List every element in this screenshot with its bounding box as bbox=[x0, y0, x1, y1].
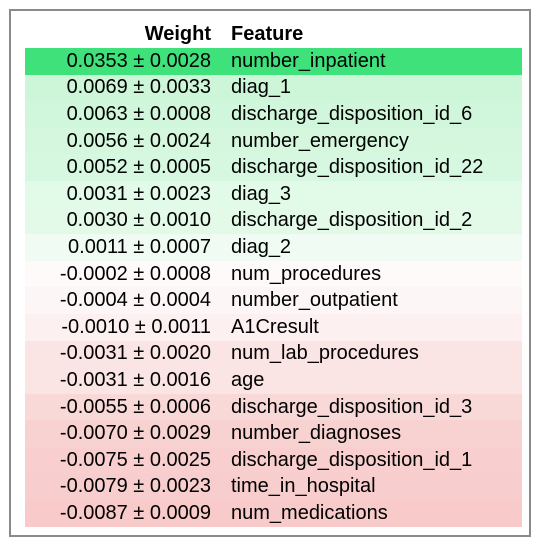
table-row: -0.0055 ± 0.0006 discharge_disposition_id… bbox=[25, 393, 522, 421]
table-row: 0.0063 ± 0.0008 discharge_disposition_id_… bbox=[25, 101, 522, 128]
weight-cell: -0.0079 ± 0.0023 bbox=[59, 475, 211, 498]
table-row: -0.0087 ± 0.0009 num_medications bbox=[25, 500, 522, 527]
table-row: 0.0056 ± 0.0024 number_emergency bbox=[25, 127, 522, 155]
weight-cell: 0.0052 ± 0.0005 bbox=[66, 156, 211, 179]
feature-cell: number_emergency bbox=[231, 129, 409, 152]
feature-cell: discharge_disposition_id_6 bbox=[231, 102, 473, 125]
weight-cell: -0.0070 ± 0.0029 bbox=[59, 422, 211, 445]
feature-cell: discharge_disposition_id_3 bbox=[231, 395, 473, 418]
feature-cell: number_outpatient bbox=[231, 289, 398, 312]
table-body: 0.0353 ± 0.0028 number_inpatient 0.0069 ± … bbox=[25, 48, 522, 527]
table-row: -0.0002 ± 0.0008 num_procedures bbox=[25, 260, 522, 288]
table-row: 0.0069 ± 0.0033 diag_1 bbox=[25, 74, 522, 102]
table-row: -0.0031 ± 0.0020 num_lab_procedures bbox=[25, 340, 522, 368]
weight-cell: 0.0056 ± 0.0024 bbox=[66, 129, 211, 152]
table-header-row: Weight Feature bbox=[25, 21, 522, 48]
table-row: 0.0353 ± 0.0028 number_inpatient bbox=[25, 48, 522, 75]
feature-cell: A1Cresult bbox=[231, 315, 319, 338]
feature-cell: diag_2 bbox=[231, 235, 292, 258]
weight-cell: -0.0031 ± 0.0020 bbox=[59, 342, 211, 365]
feature-cell: number_inpatient bbox=[231, 49, 386, 72]
weight-column-header: Weight bbox=[144, 23, 211, 45]
weight-cell: -0.0002 ± 0.0008 bbox=[59, 262, 211, 285]
weight-cell: 0.0353 ± 0.0028 bbox=[66, 49, 211, 72]
weight-cell: 0.0031 ± 0.0023 bbox=[66, 182, 211, 205]
table-row: -0.0004 ± 0.0004 number_outpatient bbox=[25, 287, 522, 314]
weight-cell: -0.0004 ± 0.0004 bbox=[59, 289, 211, 312]
table-row: 0.0031 ± 0.0023 diag_3 bbox=[25, 180, 522, 208]
weight-cell: -0.0031 ± 0.0016 bbox=[59, 368, 211, 391]
weight-cell: 0.0011 ± 0.0007 bbox=[68, 235, 211, 258]
weight-cell: 0.0030 ± 0.0010 bbox=[66, 209, 211, 232]
feature-cell: discharge_disposition_id_2 bbox=[231, 209, 473, 232]
table-row: -0.0070 ± 0.0029 number_diagnoses bbox=[25, 420, 522, 447]
weight-cell: -0.0087 ± 0.0009 bbox=[59, 501, 211, 524]
feature-cell: num_medications bbox=[231, 501, 388, 524]
table-row: 0.0030 ± 0.0010 discharge_disposition_id_… bbox=[25, 207, 522, 235]
feature-cell: num_procedures bbox=[231, 262, 382, 285]
table-row: 0.0011 ± 0.0007 diag_2 bbox=[25, 234, 522, 261]
feature-cell: diag_1 bbox=[231, 76, 292, 99]
table-row: -0.0010 ± 0.0011 A1Cresult bbox=[25, 313, 522, 341]
feature-weights-table: Weight Feature 0.0353 ± 0.0028 number_inp… bbox=[25, 21, 522, 527]
feature-cell: age bbox=[231, 368, 265, 391]
table-row: 0.0052 ± 0.0005 discharge_disposition_id_… bbox=[25, 154, 522, 181]
table-row: -0.0075 ± 0.0025 discharge_disposition_id… bbox=[25, 446, 522, 474]
feature-cell: discharge_disposition_id_1 bbox=[231, 448, 473, 471]
table-row: -0.0031 ± 0.0016 age bbox=[25, 367, 522, 394]
feature-column-header: Feature bbox=[231, 23, 304, 45]
weight-cell: -0.0010 ± 0.0011 bbox=[61, 315, 211, 338]
feature-cell: diag_3 bbox=[231, 182, 292, 205]
feature-cell: time_in_hospital bbox=[231, 475, 376, 498]
feature-cell: discharge_disposition_id_22 bbox=[231, 156, 484, 179]
table-row: -0.0079 ± 0.0023 time_in_hospital bbox=[25, 473, 522, 501]
weight-cell: -0.0055 ± 0.0006 bbox=[59, 395, 211, 418]
feature-cell: num_lab_procedures bbox=[231, 342, 419, 365]
weight-cell: 0.0069 ± 0.0033 bbox=[66, 76, 211, 99]
weights-table-frame: Weight Feature 0.0353 ± 0.0028 number_inp… bbox=[9, 9, 531, 537]
weight-cell: 0.0063 ± 0.0008 bbox=[66, 102, 211, 125]
feature-cell: number_diagnoses bbox=[231, 422, 402, 445]
weight-cell: -0.0075 ± 0.0025 bbox=[59, 448, 211, 471]
